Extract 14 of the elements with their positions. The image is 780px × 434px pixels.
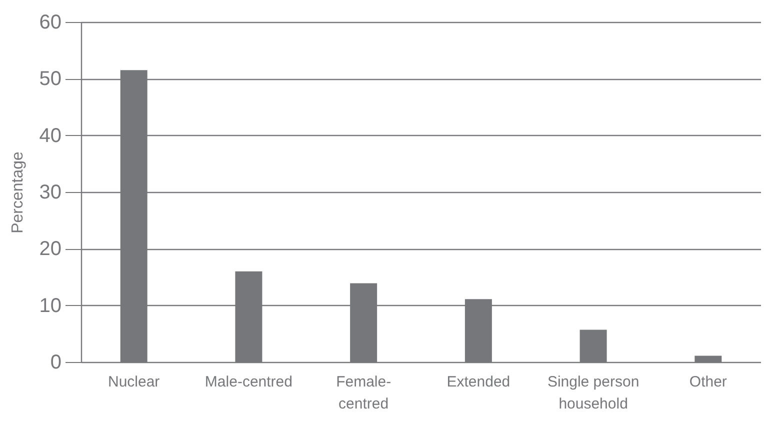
y-tick-label: 20 bbox=[39, 238, 62, 260]
y-tick-label: 60 bbox=[39, 12, 62, 34]
y-tick-label: 40 bbox=[39, 124, 62, 147]
y-tick-label: 0 bbox=[50, 352, 62, 374]
y-tick-label: 30 bbox=[39, 182, 62, 204]
x-tick-label: Extended bbox=[446, 374, 510, 390]
x-tick-label: Single person household bbox=[547, 374, 640, 412]
y-axis-title: Percentage bbox=[9, 151, 26, 234]
y-tick-label: 50 bbox=[39, 68, 62, 90]
x-tick-label: Nuclear bbox=[108, 374, 160, 390]
x-tick-label: Male-centred bbox=[204, 374, 292, 390]
y-tick-label: 10 bbox=[39, 294, 62, 317]
x-tick-label: Female-centred bbox=[336, 374, 392, 412]
x-tick-label: Other bbox=[689, 374, 727, 390]
